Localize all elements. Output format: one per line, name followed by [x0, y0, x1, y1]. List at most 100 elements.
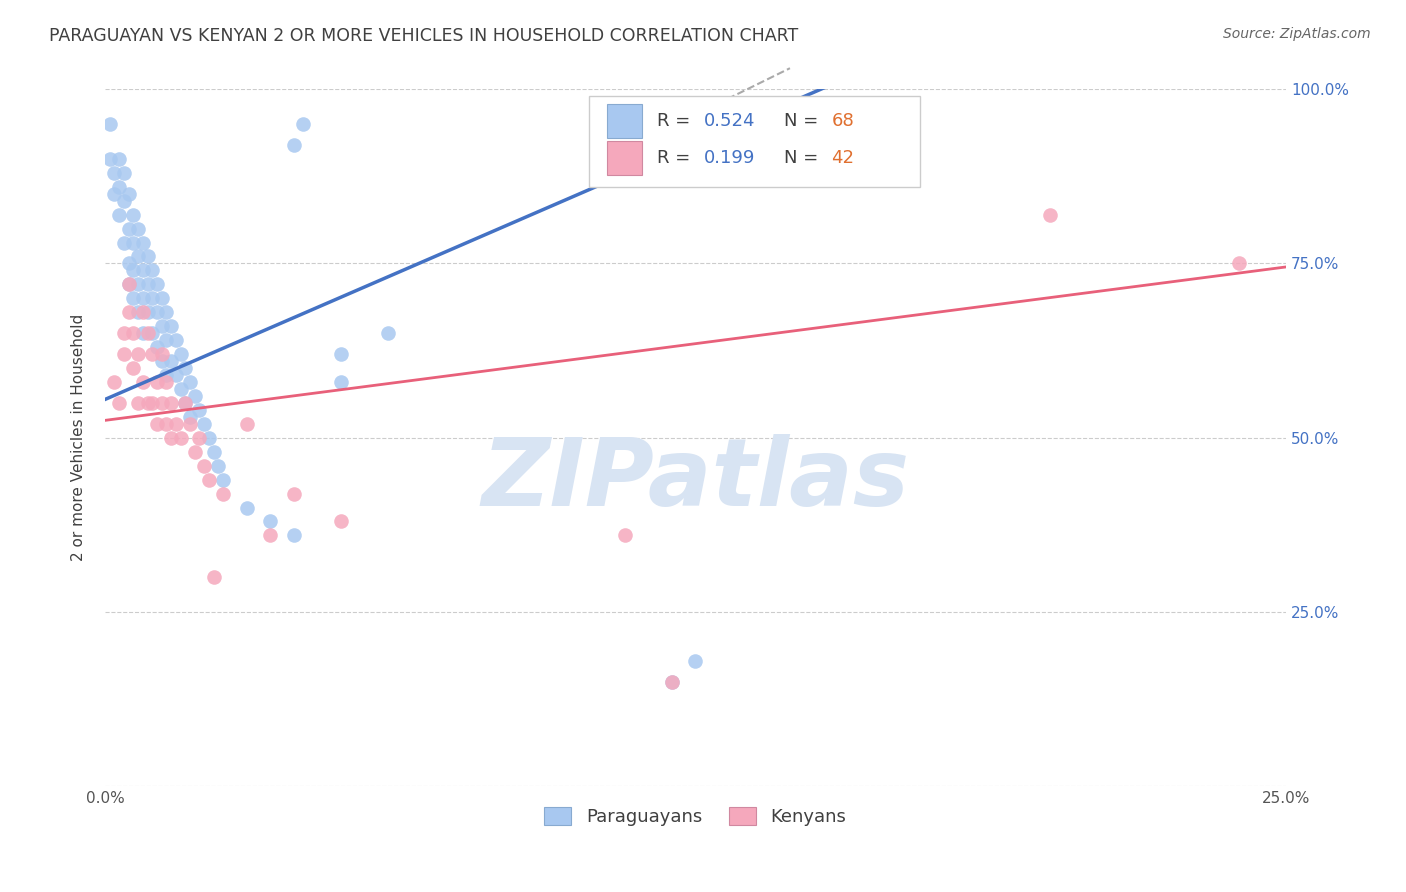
- Point: [330, 515, 353, 529]
- Point: [155, 368, 177, 382]
- Point: [132, 291, 155, 305]
- Point: [150, 319, 173, 334]
- Point: [661, 674, 683, 689]
- Point: [132, 375, 155, 389]
- Text: 0.524: 0.524: [704, 112, 755, 130]
- Point: [136, 326, 159, 341]
- Point: [127, 250, 149, 264]
- Point: [150, 347, 173, 361]
- Text: N =: N =: [785, 112, 824, 130]
- Point: [141, 396, 163, 410]
- Point: [150, 354, 173, 368]
- Point: [259, 515, 281, 529]
- Point: [160, 431, 183, 445]
- Point: [174, 396, 197, 410]
- Point: [179, 375, 201, 389]
- Point: [165, 368, 187, 382]
- Point: [160, 396, 183, 410]
- Point: [146, 277, 169, 292]
- Point: [377, 326, 399, 341]
- Point: [283, 486, 305, 500]
- Point: [108, 152, 131, 166]
- Point: [661, 674, 683, 689]
- Point: [136, 396, 159, 410]
- Point: [169, 347, 191, 361]
- Point: [127, 396, 149, 410]
- Point: [108, 396, 131, 410]
- Point: [198, 431, 221, 445]
- Point: [117, 256, 139, 270]
- Point: [155, 305, 177, 319]
- Point: [146, 375, 169, 389]
- FancyBboxPatch shape: [607, 104, 643, 138]
- Point: [613, 528, 636, 542]
- Point: [235, 500, 257, 515]
- Point: [117, 221, 139, 235]
- Point: [155, 333, 177, 347]
- Point: [127, 277, 149, 292]
- Point: [98, 117, 121, 131]
- Point: [112, 166, 135, 180]
- Point: [132, 326, 155, 341]
- Point: [330, 375, 353, 389]
- Point: [184, 444, 207, 458]
- Text: ZIPatlas: ZIPatlas: [481, 434, 910, 525]
- Point: [122, 208, 145, 222]
- Point: [141, 263, 163, 277]
- Point: [198, 473, 221, 487]
- Y-axis label: 2 or more Vehicles in Household: 2 or more Vehicles in Household: [72, 314, 86, 561]
- Point: [132, 305, 155, 319]
- Point: [169, 382, 191, 396]
- Point: [169, 431, 191, 445]
- Point: [127, 221, 149, 235]
- Point: [174, 361, 197, 376]
- Point: [127, 305, 149, 319]
- Point: [155, 417, 177, 431]
- Point: [212, 473, 235, 487]
- Legend: Paraguayans, Kenyans: Paraguayans, Kenyans: [537, 799, 853, 833]
- Point: [122, 326, 145, 341]
- Point: [184, 389, 207, 403]
- Point: [112, 326, 135, 341]
- Point: [146, 305, 169, 319]
- Point: [103, 186, 125, 201]
- Text: R =: R =: [657, 112, 696, 130]
- Point: [136, 305, 159, 319]
- Point: [136, 277, 159, 292]
- Text: N =: N =: [785, 149, 824, 167]
- Text: 42: 42: [831, 149, 855, 167]
- Point: [188, 403, 211, 417]
- Point: [122, 235, 145, 250]
- Point: [235, 417, 257, 431]
- Text: Source: ZipAtlas.com: Source: ZipAtlas.com: [1223, 27, 1371, 41]
- Point: [141, 291, 163, 305]
- Point: [202, 570, 225, 584]
- Point: [150, 291, 173, 305]
- Point: [283, 137, 305, 152]
- Point: [207, 458, 229, 473]
- Point: [103, 375, 125, 389]
- Text: 0.199: 0.199: [704, 149, 755, 167]
- Point: [117, 305, 139, 319]
- Point: [117, 277, 139, 292]
- Point: [193, 458, 215, 473]
- Point: [179, 409, 201, 424]
- Point: [179, 417, 201, 431]
- Point: [165, 333, 187, 347]
- Point: [1227, 256, 1250, 270]
- Point: [132, 235, 155, 250]
- Point: [150, 396, 173, 410]
- Point: [165, 417, 187, 431]
- Point: [146, 340, 169, 354]
- Point: [330, 347, 353, 361]
- Point: [202, 444, 225, 458]
- Point: [174, 396, 197, 410]
- Text: 68: 68: [831, 112, 853, 130]
- Point: [103, 166, 125, 180]
- Point: [122, 263, 145, 277]
- Point: [212, 486, 235, 500]
- Point: [112, 194, 135, 208]
- Point: [146, 417, 169, 431]
- Point: [193, 417, 215, 431]
- Text: R =: R =: [657, 149, 702, 167]
